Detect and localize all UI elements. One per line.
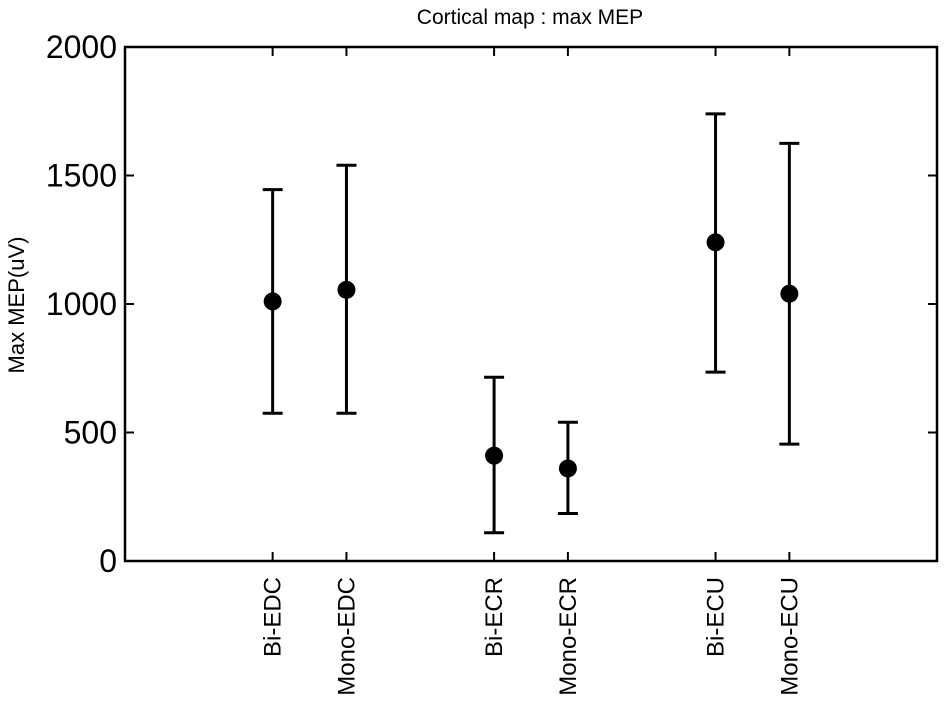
data-point-group bbox=[557, 420, 578, 515]
data-point bbox=[706, 233, 725, 252]
y-tick-label: 1500 bbox=[46, 158, 117, 194]
y-axis-label: Max MEP(uV) bbox=[4, 237, 29, 374]
data-point-group bbox=[262, 188, 283, 415]
y-tick-label: 0 bbox=[99, 543, 117, 579]
y-tick-label: 1000 bbox=[46, 286, 117, 322]
data-point bbox=[485, 446, 504, 465]
x-axis: Bi-EDC Mono-EDC Bi-ECR Mono-ECR Bi-ECU Mono-E… bbox=[260, 47, 803, 696]
data-point bbox=[263, 292, 282, 311]
data-point bbox=[780, 284, 799, 303]
data-point-group bbox=[705, 112, 726, 374]
data-point-group bbox=[779, 141, 800, 446]
y-axis: 0 500 1000 1500 2000 bbox=[46, 29, 937, 579]
x-tick-label: Mono-ECU bbox=[776, 577, 803, 696]
data-point bbox=[337, 280, 356, 299]
plot-frame bbox=[123, 45, 939, 563]
data-series bbox=[262, 112, 800, 535]
x-tick-label: Mono-ECR bbox=[555, 577, 582, 696]
y-tick-label: 500 bbox=[64, 415, 117, 451]
data-point-group bbox=[336, 163, 357, 415]
x-tick-label: Bi-ECU bbox=[703, 577, 730, 657]
x-tick-label: Bi-EDC bbox=[260, 577, 287, 657]
chart-title: Cortical map : max MEP bbox=[417, 6, 643, 29]
y-tick-label: 2000 bbox=[46, 29, 117, 65]
x-tick-label: Bi-ECR bbox=[481, 577, 508, 657]
data-point-group bbox=[484, 375, 505, 535]
data-point bbox=[558, 459, 577, 478]
x-tick-label: Mono-EDC bbox=[333, 577, 360, 696]
